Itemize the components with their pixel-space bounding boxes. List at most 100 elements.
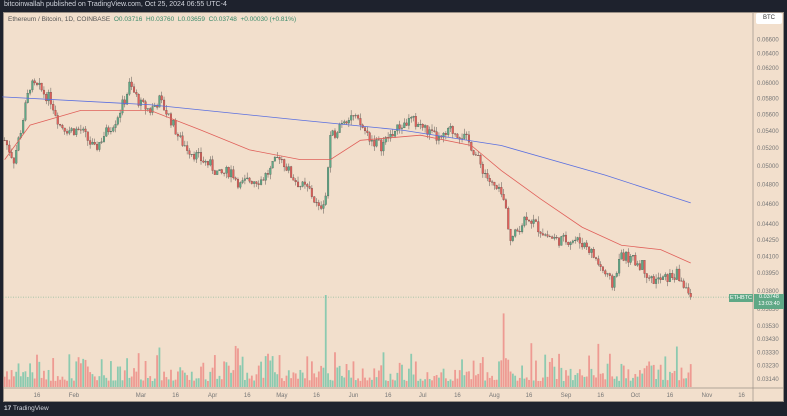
volume-bar [509, 371, 512, 387]
candle-body [329, 135, 332, 168]
close-value: C0.03748 [208, 16, 237, 23]
volume-bar [172, 380, 175, 387]
volume-bar [223, 361, 226, 387]
volume-bar [567, 375, 570, 387]
volume-bar [548, 361, 551, 387]
candle-body [290, 166, 293, 178]
volume-bar [137, 353, 140, 387]
candle-body [377, 139, 380, 141]
candle-body [454, 133, 457, 135]
volume-bar [477, 373, 480, 387]
volume-bar [285, 375, 288, 387]
volume-bar [373, 368, 376, 387]
candle-body [407, 118, 410, 126]
candle-body [56, 115, 59, 125]
volume-bar [484, 380, 487, 387]
candle-body [412, 116, 415, 118]
volume-bar [574, 374, 577, 387]
volume-bar [158, 347, 161, 387]
y-tick-label: 0.06000 [757, 81, 779, 87]
candle-body [66, 131, 69, 134]
y-tick-label: 0.05200 [757, 146, 779, 152]
candle-body [61, 125, 64, 129]
candle-body [333, 130, 336, 138]
volume-bar [352, 361, 355, 387]
candle-body [160, 95, 163, 101]
candle-body [186, 145, 189, 151]
volume-bar [195, 378, 198, 387]
candle-body [451, 126, 454, 134]
volume-bar [144, 360, 147, 387]
candle-body [306, 184, 309, 187]
chart-frame[interactable] [3, 12, 784, 402]
volume-bar [468, 371, 470, 387]
candle-body [671, 273, 674, 278]
candle-body [532, 219, 535, 224]
candle-body [86, 131, 89, 141]
y-tick-label: 0.05600 [757, 112, 779, 118]
currency-button[interactable]: BTC [756, 13, 782, 24]
candle-body [634, 255, 637, 266]
volume-bar [377, 370, 380, 387]
candle-body [72, 128, 75, 135]
volume-bar [595, 377, 597, 387]
candle-body [267, 173, 270, 175]
volume-bar [264, 356, 267, 387]
candle-body [262, 179, 265, 181]
volume-bar [669, 371, 671, 387]
candle-body [24, 102, 27, 121]
volume-bar [200, 366, 202, 387]
candle-body [403, 122, 406, 129]
y-tick-label: 0.03950 [757, 271, 779, 277]
candle-body [297, 181, 300, 188]
candle-body [555, 237, 558, 239]
volume-bar [491, 375, 493, 387]
volume-bar [384, 380, 387, 387]
volume-bar [262, 377, 265, 387]
volume-bar [440, 372, 443, 387]
volume-bar [54, 380, 57, 387]
candle-body [243, 178, 246, 181]
candle-body [523, 216, 526, 226]
volume-bar [133, 368, 135, 387]
candle-body [447, 128, 450, 135]
y-tick-label: 0.05800 [757, 96, 779, 102]
volume-bar [107, 380, 110, 387]
volume-bar [170, 369, 172, 387]
volume-bar [75, 361, 78, 387]
candle-body [93, 142, 96, 145]
x-tick-label: Apr [208, 393, 217, 399]
candle-body [428, 129, 431, 135]
volume-bar [207, 380, 209, 387]
x-tick-label: Jun [349, 393, 359, 399]
candle-body [303, 181, 306, 185]
volume-bar [643, 368, 646, 387]
volume-bar [24, 371, 27, 387]
candle-body [63, 127, 66, 132]
tradingview-logo[interactable]: 17 TradingView [4, 405, 49, 412]
candle-body [144, 101, 147, 110]
candle-body [689, 293, 692, 298]
candle-body [516, 229, 519, 232]
candle-body [581, 243, 584, 248]
volume-bar [428, 378, 431, 387]
volume-bar [188, 379, 191, 387]
volume-bar [687, 372, 690, 387]
candle-body [213, 170, 216, 175]
volume-bar [324, 295, 327, 387]
volume-bar [271, 356, 274, 387]
volume-bar [599, 373, 602, 387]
volume-bar [537, 380, 540, 387]
x-tick-label: Nov [702, 393, 713, 399]
candle-body [444, 133, 447, 135]
candle-body [645, 273, 648, 278]
volume-bar [209, 371, 212, 387]
candle-body [255, 181, 258, 184]
volume-bar [604, 379, 607, 387]
candle-body [3, 140, 6, 142]
volume-bar [343, 377, 346, 387]
volume-bar [59, 379, 61, 387]
volume-bar [394, 380, 396, 387]
volume-bar [493, 379, 496, 387]
